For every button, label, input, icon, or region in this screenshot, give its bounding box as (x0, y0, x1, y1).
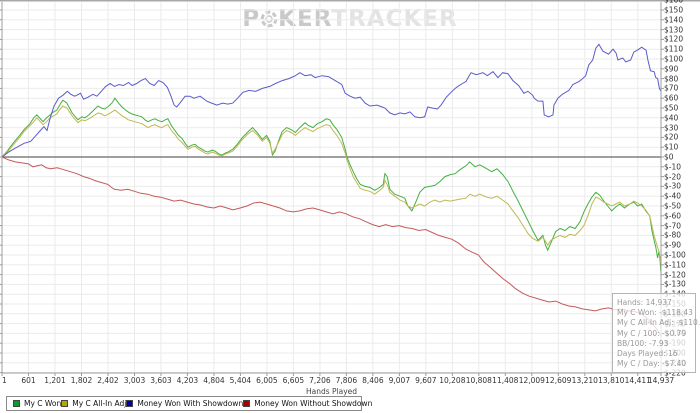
x-tick-label: 11,408 (492, 376, 519, 385)
legend-swatch-icon (13, 400, 20, 407)
x-tick-label: 14,937 (647, 376, 675, 385)
tooltip-stat-line: My C Won: -$118.43 (617, 308, 693, 318)
x-tick-label: 1 (2, 376, 7, 385)
y-tick-label: $110 (664, 44, 684, 54)
x-tick-label: 14,411 (624, 376, 651, 385)
x-tick-label: 7,806 (335, 376, 358, 385)
y-tick-label: $-120 (664, 270, 686, 280)
x-tick-label: 6,005 (256, 376, 278, 385)
x-tick-label: 2,402 (97, 376, 119, 385)
poker-chip-icon (260, 8, 278, 34)
legend-label: My C All-In Adj (72, 399, 127, 408)
x-tick-label: 12,609 (545, 376, 572, 385)
y-tick-label: $50 (664, 103, 679, 113)
y-tick-label: $-70 (664, 221, 682, 231)
y-tick-label: $40 (664, 113, 679, 123)
y-tick-label: $90 (664, 64, 679, 74)
x-tick-label: 1,802 (70, 376, 93, 385)
tooltip-stat-line: My C / 100: -$0.79 (617, 328, 687, 338)
x-tick-label: 9,607 (415, 376, 437, 385)
y-tick-label: $-90 (664, 240, 682, 250)
legend-item-money-won-without-showdown[interactable]: Money Won Without Showdown (243, 399, 372, 408)
legend-label: Money Won Without Showdown (254, 399, 373, 408)
y-tick-label: $70 (664, 83, 679, 93)
y-tick-label: $-60 (664, 211, 682, 221)
y-tick-label: $80 (664, 74, 679, 84)
legend-item-money-won-with-showdown[interactable]: Money Won With Showdown (126, 399, 243, 408)
x-tick-label: 9,007 (388, 376, 411, 385)
x-tick-label: 12,009 (518, 376, 545, 385)
y-tick-label: $120 (664, 34, 684, 44)
legend-label: My C Won (24, 399, 62, 408)
legend-swatch-icon (243, 400, 251, 407)
legend-swatch-icon (61, 400, 69, 407)
legend: My C Won My C All-In Adj Money Won With Sh… (6, 396, 372, 411)
x-tick-label: 7,206 (309, 376, 331, 385)
y-tick-label: $100 (664, 54, 684, 64)
y-tick-label: $-100 (664, 250, 686, 260)
series-line-money-won-without-showdown (1, 156, 662, 337)
y-tick-label: $-50 (664, 201, 682, 211)
y-tick-label: $-130 (664, 279, 686, 289)
legend-item-my-c-won[interactable]: My C Won (13, 399, 61, 408)
series-line-money-won-with-showdown (1, 43, 662, 158)
y-tick-label: $-110 (664, 260, 686, 270)
x-tick-label: 3,003 (123, 376, 146, 385)
x-tick-label: 1,201 (44, 376, 66, 385)
x-tick-label: 8,406 (362, 376, 384, 385)
x-tick-label: 10,808 (465, 376, 492, 385)
y-tick-label: $-10 (664, 162, 682, 172)
stats-tooltip: Hands: 14,937 My C Won: -$118.43 My C All-… (612, 293, 700, 373)
y-tick-label: $130 (664, 25, 684, 35)
tooltip-stat-line: Days Played: 16 (617, 349, 678, 359)
series-line-my-c-all-in-adj (1, 105, 662, 265)
x-tick-label: 6,605 (282, 376, 305, 385)
y-tick-label: $-80 (664, 230, 682, 240)
tooltip-stat-line: BB/100: -7.93 (617, 338, 669, 348)
y-tick-label: $10 (664, 142, 679, 152)
x-tick-label: 4,804 (203, 376, 225, 385)
legend-swatch-icon (126, 400, 134, 407)
y-tick-label: $-20 (664, 172, 682, 182)
y-tick-label: $-30 (664, 181, 682, 191)
y-tick-label: $60 (664, 93, 679, 103)
watermark-text-poker-p: P (242, 6, 261, 32)
tooltip-stat-line: Hands: 14,937 (617, 298, 672, 307)
x-tick-label: 3,603 (150, 376, 172, 385)
x-tick-label: 13,810 (598, 376, 625, 385)
y-tick-label: $30 (664, 123, 679, 133)
x-tick-label: 601 (21, 376, 36, 385)
y-tick-label: $20 (664, 132, 679, 142)
y-tick-label: $160 (664, 0, 684, 5)
tooltip-stat-line: My C / Day: -$7.40 (617, 359, 687, 369)
legend-item-my-c-all-in-adj[interactable]: My C All-In Adj (61, 399, 126, 408)
legend-label: Money Won With Showdown (137, 399, 244, 408)
y-tick-label: $140 (664, 15, 684, 25)
series-line-my-c-won (1, 97, 662, 274)
tooltip-stat-line: My C All-In Adj: -$110.74 (617, 318, 700, 328)
x-tick-label: 13,210 (571, 376, 598, 385)
y-tick-label: $-40 (664, 191, 682, 201)
x-tick-label: 10,208 (439, 376, 466, 385)
x-axis-title: Hands Played (305, 387, 358, 396)
x-tick-label: 5,404 (229, 376, 252, 385)
x-tick-label: 4,203 (176, 376, 199, 385)
y-tick-label: $150 (664, 5, 684, 15)
y-tick-label: $0 (664, 152, 674, 162)
